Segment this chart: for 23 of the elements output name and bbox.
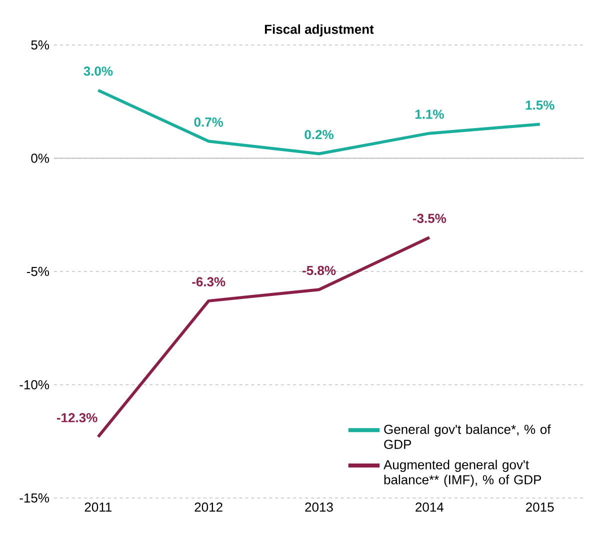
chart-title: Fiscal adjustment (264, 24, 374, 36)
x-tick-label: 2013 (305, 502, 333, 512)
data-label: 3.0% (84, 66, 113, 76)
x-tick-label: 2014 (416, 502, 444, 512)
y-tick-label: -15% (20, 493, 49, 503)
x-tick-label: 2012 (194, 502, 222, 512)
data-label: 1.5% (526, 100, 554, 110)
y-tick-label: -10% (20, 380, 49, 390)
data-label: -3.5% (412, 214, 446, 223)
x-tick-label: 2015 (526, 502, 554, 512)
data-label: -12.3% (56, 413, 98, 422)
data-label: 0.7% (194, 118, 224, 127)
line-series (96, 236, 431, 438)
x-tick-label: 2011 (84, 502, 112, 512)
legend-label: General gov't balance*, % of GDP (384, 424, 551, 449)
y-tick-label: 5% (31, 40, 49, 50)
y-tick-label: -5% (26, 266, 49, 276)
data-label: 1.1% (415, 110, 444, 119)
data-label: -5.8% (302, 266, 336, 276)
legend-label: Augmented general gov't balance** (IMF), % of GDP (384, 460, 542, 487)
data-label: 0.2% (304, 130, 334, 140)
data-label: -6.3% (192, 277, 226, 286)
y-tick-label: 0% (31, 154, 49, 163)
